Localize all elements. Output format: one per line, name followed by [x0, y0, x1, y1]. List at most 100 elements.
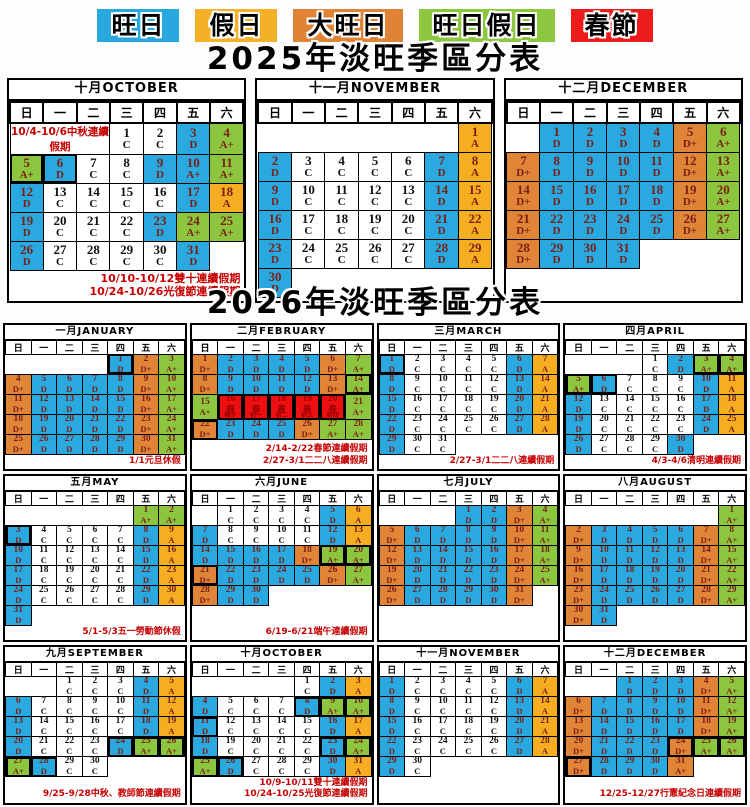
day-number: 15: [387, 716, 397, 727]
calendar-一月JANUARY: 一月JANUARY 日一二三四五六 1 D 2 D+ 3 A+ 4 D+ 5 D 6 D 7 D 8 D 9 D+ 10…: [3, 322, 187, 471]
day-cell: 3 D+: [506, 504, 533, 526]
day-cell: 29 D: [132, 584, 160, 606]
weekday-header: 二: [242, 662, 270, 678]
day-cell: 2 A+: [158, 504, 185, 526]
rate-code: D: [586, 225, 594, 238]
rate-code: D: [201, 555, 209, 566]
day-number: 29: [302, 756, 312, 767]
rate-code: D: [22, 227, 31, 240]
day-number: 27: [401, 239, 415, 255]
day-cell: 26 A+: [158, 736, 185, 758]
day-number: 16: [141, 394, 151, 404]
day-number: 13: [573, 716, 584, 727]
day-number: 11: [650, 152, 663, 168]
rate-code: D: [516, 383, 523, 394]
day-number: 28: [540, 414, 550, 424]
day-cell: 24 D: [242, 419, 270, 441]
rate-code: A+: [186, 169, 201, 182]
rate-code: D: [142, 555, 149, 566]
day-number: 7: [703, 525, 709, 536]
day-number: 26: [327, 565, 338, 576]
weekday-header: 二: [242, 339, 270, 355]
day-cell: 19 D+: [672, 180, 708, 211]
day-cell: 18 春初二: [268, 393, 295, 421]
day-number: 1: [66, 676, 72, 687]
day-number: 13: [353, 525, 363, 536]
rate-code: C: [66, 766, 73, 777]
day-cell: 22 D: [217, 564, 244, 586]
day-number: 21: [86, 212, 100, 228]
day-cell: 14 C: [30, 716, 58, 738]
day-cell: 26 D: [30, 433, 58, 455]
rate-code: D+: [573, 766, 584, 777]
empty-cell: [294, 585, 320, 606]
rate-code: C: [304, 746, 311, 757]
day-cell: 5 A+: [565, 373, 592, 395]
holiday-note: 4/3-4/6清明連續假期: [651, 455, 741, 466]
weekday-header: 日: [191, 490, 219, 506]
rate-code: D+: [700, 575, 712, 586]
weekday-header: 三: [455, 490, 482, 506]
day-number: 10: [115, 696, 126, 707]
day-number: 25: [141, 736, 151, 747]
day-number: 13: [514, 696, 525, 707]
day-number: 10: [186, 154, 200, 170]
rate-code: D: [414, 595, 421, 606]
rate-code: A+: [539, 555, 551, 566]
rate-code: C: [227, 515, 234, 526]
rate-code: C: [439, 686, 446, 697]
rate-code: D: [40, 443, 47, 454]
rate-code: D+: [516, 254, 531, 267]
rate-code: C: [227, 746, 234, 757]
rate-code: C: [337, 254, 346, 267]
rate-code: C: [304, 196, 313, 209]
empty-cell: [506, 434, 533, 455]
day-cell: 21 A: [531, 716, 559, 738]
day-cell: 21 C: [107, 564, 134, 586]
rate-code: A+: [716, 167, 731, 180]
day-number: 17: [353, 716, 363, 727]
day-number: 8: [627, 696, 632, 707]
rate-code: A+: [726, 575, 738, 586]
day-number: 7: [118, 525, 123, 536]
day-cell: 28 D: [81, 433, 109, 455]
empty-cell: [718, 756, 745, 777]
calendar-month-title: 三月MARCH: [378, 325, 559, 340]
day-number: 1: [304, 676, 310, 687]
rate-code: D: [626, 766, 633, 777]
rate-code: D+: [700, 595, 712, 606]
calendar-notes: 4/3-4/6清明連續假期: [565, 455, 745, 469]
day-cell: 15 D: [378, 716, 406, 738]
day-number: 6: [330, 354, 336, 364]
day-number: 7: [90, 154, 97, 170]
empty-cell: [430, 505, 456, 526]
calendar-grid: 日一二三四五六 1 D 2 C 3 C 4 C 5 C 6 D 7 A 8 D 9 C 10 C 11 C 12 C 13 D 14 A…: [378, 339, 559, 455]
rate-code: D: [516, 423, 523, 434]
rate-code: D: [490, 575, 497, 586]
calendar-notes: 9/25-9/28中秋、教師節連續假期: [5, 788, 185, 802]
empty-cell: [718, 605, 745, 626]
empty-cell: [133, 605, 159, 626]
day-number: 19: [489, 716, 499, 727]
day-cell: 29 A+: [718, 584, 745, 606]
day-number: 4: [15, 374, 21, 384]
day-number: 5: [330, 505, 336, 516]
calendar-十二月DECEMBER: 十二月DECEMBER 日一二三四五六 1 D 2 D 3 D 4 D 5 D+ 6 A+ 7 D+ 8 D 9 D 1…: [503, 77, 743, 304]
rate-code: D: [552, 254, 561, 267]
day-cell: 16 D+: [565, 564, 592, 586]
day-number: 7: [542, 354, 548, 364]
day-cell: 19 C: [480, 716, 508, 738]
rate-code: A+: [716, 138, 731, 151]
rate-code: D: [414, 535, 421, 546]
rate-code: C: [414, 686, 421, 697]
rate-code: D+: [327, 383, 339, 394]
day-number: 27: [599, 434, 609, 444]
calendar-grid: 日一二三四五六 1 D+ 2 D 3 D 4 D 5 D 6 D+ 7 A+ 8 D+ 9 D 10 D 11 D 12 D 13…: [191, 339, 372, 441]
empty-cell: [693, 605, 719, 626]
